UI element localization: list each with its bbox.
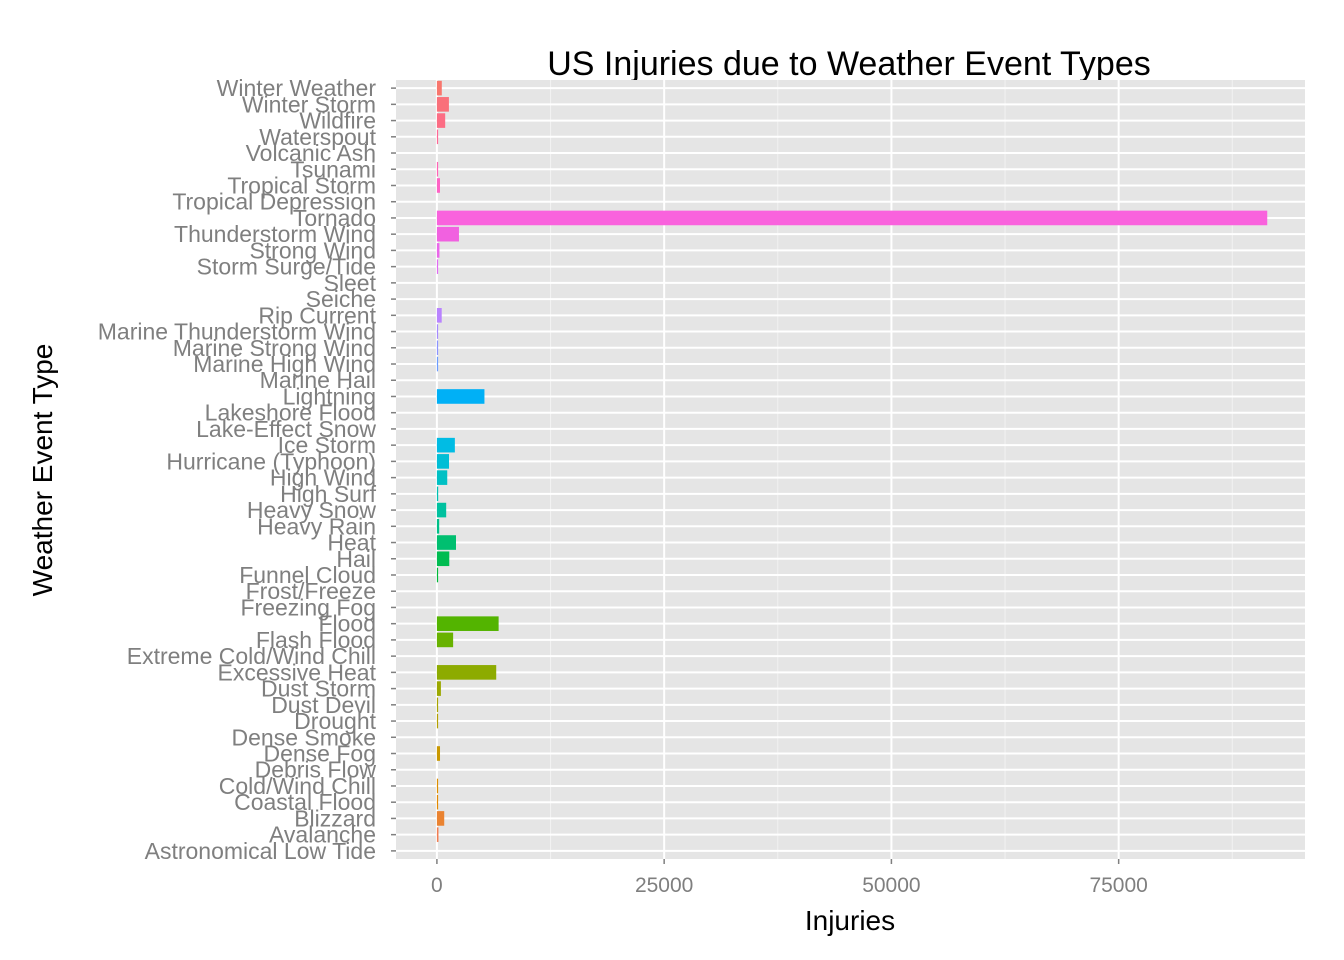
bar xyxy=(436,210,1268,226)
y-tick-label: Dense Smoke xyxy=(232,724,376,750)
bar xyxy=(436,437,455,453)
y-tick-label: Funnel Cloud xyxy=(239,562,376,588)
bar xyxy=(436,80,442,96)
y-tick-label: Drought xyxy=(294,708,376,734)
y-tick-label: High Wind xyxy=(270,465,376,491)
plot-panel xyxy=(396,80,1305,859)
y-tick-label: Tropical Depression xyxy=(172,189,376,215)
bar xyxy=(436,827,439,842)
bar xyxy=(436,389,485,404)
bar xyxy=(436,129,439,145)
bar xyxy=(436,113,446,128)
y-tick-label: Wildfire xyxy=(299,108,376,134)
y-tick-label: Lakeshore Flood xyxy=(205,400,376,426)
bar xyxy=(436,226,459,242)
y-tick-label: Dense Fog xyxy=(263,741,376,767)
x-tick-label: 0 xyxy=(431,874,443,897)
bar xyxy=(436,535,456,550)
y-tick-label: Coastal Flood xyxy=(234,789,376,815)
bar xyxy=(436,665,497,680)
y-axis-title: Weather Event Type xyxy=(27,344,58,597)
y-tick-label: Heavy Snow xyxy=(247,497,377,523)
bar xyxy=(436,697,439,713)
bar xyxy=(436,259,439,274)
y-tick-label: Hail xyxy=(336,546,376,572)
bar xyxy=(436,324,439,339)
y-tick-label: Marine High Wind xyxy=(193,351,376,377)
y-tick-label: Lightning xyxy=(283,383,376,409)
y-tick-label: Thunderstorm Wind xyxy=(174,221,376,247)
y-tick-label: Freezing Fog xyxy=(240,594,376,620)
bar xyxy=(436,161,439,177)
bar xyxy=(436,454,450,469)
y-tick-label: Seiche xyxy=(306,286,376,312)
chart-title: US Injuries due to Weather Event Types xyxy=(547,45,1151,83)
y-tick-label: Heavy Rain xyxy=(257,513,376,539)
y-tick-label: Tornado xyxy=(293,205,376,231)
x-tick-label: 50000 xyxy=(862,874,920,897)
y-tick-label: Strong Wind xyxy=(249,237,376,263)
bar xyxy=(436,502,447,518)
bar xyxy=(436,178,440,193)
y-tick-label: Rip Current xyxy=(258,302,376,328)
y-tick-label: Frost/Freeze xyxy=(246,578,376,604)
y-tick-label: Marine Strong Wind xyxy=(173,335,376,361)
y-tick-label: Ice Storm xyxy=(278,432,376,458)
x-axis-title: Injuries xyxy=(805,905,895,936)
bar xyxy=(436,794,439,810)
bar xyxy=(436,616,499,631)
y-tick-label: Winter Weather xyxy=(217,75,377,101)
y-tick-label: Debris Flow xyxy=(255,757,377,783)
y-tick-label: High Surf xyxy=(280,481,376,507)
bar xyxy=(436,470,448,485)
y-tick-label: Excessive Heat xyxy=(217,659,376,685)
bar xyxy=(436,243,440,258)
y-tick-label: Storm Surge/Tide xyxy=(197,254,376,280)
y-tick-label: Flood xyxy=(318,611,376,637)
y-tick-label: Tsunami xyxy=(290,156,376,182)
bar xyxy=(436,632,454,648)
grid-lines xyxy=(396,80,1305,859)
bar xyxy=(436,518,440,534)
y-tick-label: Marine Thunderstorm Wind xyxy=(98,319,376,345)
y-tick-label: Dust Devil xyxy=(271,692,376,718)
bar xyxy=(436,713,439,729)
y-tick-label: Blizzard xyxy=(294,805,376,831)
bar-series xyxy=(436,80,1268,842)
y-tick-label: Avalanche xyxy=(269,822,376,848)
y-tick-label: Marine Hail xyxy=(260,367,376,393)
bar xyxy=(436,551,450,567)
x-tick-label: 25000 xyxy=(635,874,693,897)
x-tick-labels: 0 25000 50000 75000 xyxy=(431,859,1148,897)
y-tick-label: Heat xyxy=(327,530,376,556)
bar xyxy=(436,340,439,356)
y-tick-label: Volcanic Ash xyxy=(246,140,376,166)
y-tick-label: Hurricane (Typhoon) xyxy=(166,448,376,474)
y-tick-label: Dust Storm xyxy=(261,676,376,702)
y-tick-label: Winter Storm xyxy=(242,91,376,117)
bar xyxy=(436,681,441,696)
bar xyxy=(436,778,439,794)
x-tick-label: 75000 xyxy=(1089,874,1147,897)
y-tick-label: Flash Flood xyxy=(256,627,376,653)
bar xyxy=(436,811,445,826)
y-tick-label: Lake-Effect Snow xyxy=(196,416,376,442)
y-tick-label: Extreme Cold/Wind Chill xyxy=(127,643,376,669)
y-tick-label: Sleet xyxy=(324,270,377,296)
bar xyxy=(436,746,441,761)
bar xyxy=(436,356,439,372)
y-tick-label: Astronomical Low Tide xyxy=(145,838,376,864)
bar xyxy=(436,308,442,323)
y-tick-label: Tropical Storm xyxy=(227,172,376,198)
y-tick-labels: Astronomical Low TideAvalancheBlizzardCo… xyxy=(98,75,396,864)
bar xyxy=(436,97,449,112)
bar xyxy=(436,486,439,502)
y-tick-label: Waterspout xyxy=(259,124,376,150)
bar xyxy=(436,567,439,583)
y-tick-label: Cold/Wind Chill xyxy=(219,773,376,799)
